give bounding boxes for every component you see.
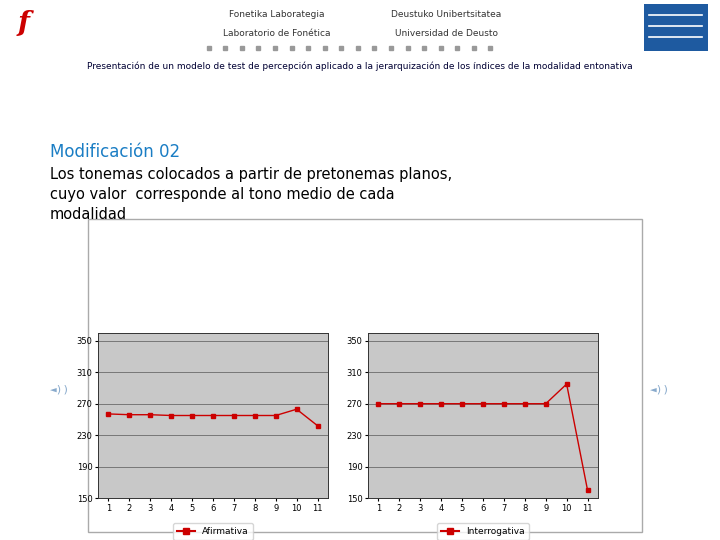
- Text: Universidad de Deusto: Universidad de Deusto: [395, 29, 498, 38]
- Text: Presentación de un modelo de test de percepción aplicado a la jerarquización de : Presentación de un modelo de test de per…: [87, 61, 633, 71]
- Legend: Interrogativa: Interrogativa: [438, 523, 528, 539]
- Text: ◄)): ◄)): [650, 384, 670, 395]
- Text: ◄)): ◄)): [50, 384, 70, 395]
- Text: Fonetika Laborategia: Fonetika Laborategia: [230, 10, 325, 19]
- Legend: Afirmativa: Afirmativa: [174, 523, 253, 539]
- Text: Deustuko Unibertsitatea: Deustuko Unibertsitatea: [391, 10, 502, 19]
- Text: Metodología: las modificaciones: Metodología: las modificaciones: [29, 91, 458, 116]
- Text: (3/11): (3/11): [569, 93, 634, 112]
- Text: Laboratorio de Fonética: Laboratorio de Fonética: [223, 29, 331, 38]
- Text: modalidad: modalidad: [50, 207, 127, 222]
- Text: Los tonemas colocados a partir de pretonemas planos,: Los tonemas colocados a partir de preton…: [50, 167, 452, 182]
- FancyBboxPatch shape: [88, 219, 642, 532]
- Text: cuyo valor  corresponde al tono medio de cada: cuyo valor corresponde al tono medio de …: [50, 187, 395, 202]
- Text: Modificación 02: Modificación 02: [50, 143, 180, 161]
- Text: f: f: [18, 10, 30, 37]
- FancyBboxPatch shape: [644, 4, 708, 51]
